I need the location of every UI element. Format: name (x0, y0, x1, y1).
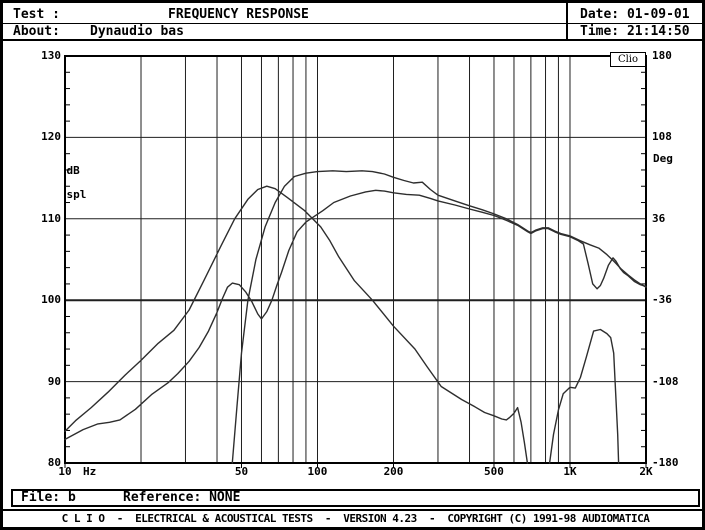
x-axis-unit-label: Hz (83, 465, 97, 478)
frequency-response-chart (64, 55, 647, 468)
x-tick-label: 500 (484, 465, 504, 478)
y-right-tick-label: -36 (652, 293, 672, 307)
header-divider-2 (3, 39, 702, 41)
y-left-tick-label: 120 (41, 130, 61, 144)
header-divider-1 (3, 23, 702, 24)
file-value: File: b (21, 490, 76, 505)
left-axis-unit-label: dB spl (66, 164, 87, 201)
curve1-port-nearfield (64, 185, 529, 464)
right-axis-unit-label: Deg (653, 152, 673, 165)
curve2-farfield (231, 170, 647, 464)
reference-value: Reference: NONE (123, 490, 241, 505)
y-right-tick-label: 108 (652, 130, 672, 144)
clio-watermark: Clio (610, 52, 646, 67)
credit-bar: C L I O - ELECTRICAL & ACOUSTICAL TESTS … (61, 512, 650, 525)
y-left-tick-label: 100 (41, 293, 61, 307)
x-tick-label: 1K (563, 465, 577, 478)
y-left-tick-label: 130 (41, 49, 61, 62)
x-tick-label: 200 (383, 465, 404, 478)
header-datetime-divider (566, 3, 568, 39)
curve3-cone-nearfield (64, 189, 647, 441)
about-value: Dynaudio bas (90, 24, 184, 39)
y-right-tick-label: 180 (652, 49, 672, 62)
x-tick-label: 10 (58, 465, 72, 478)
date-value: Date: 01-09-01 (580, 7, 690, 22)
test-field-label: Test : (13, 7, 60, 22)
y-left-tick-label: 80 (47, 456, 61, 469)
y-right-tick-label: 36 (652, 211, 666, 225)
file-info-box: File: b Reference: NONE (11, 489, 700, 507)
y-right-tick-label: -180 (652, 456, 679, 469)
x-tick-label: 100 (307, 465, 328, 478)
footer-divider (3, 509, 702, 511)
y-left-tick-label: 90 (47, 374, 61, 388)
y-left-tick-label: 110 (41, 211, 61, 225)
y-right-tick-label: -108 (652, 374, 679, 388)
about-field-label: About: (13, 24, 60, 39)
page-title: FREQUENCY RESPONSE (168, 7, 309, 22)
curve1-port-nearfield (548, 328, 620, 464)
time-value: Time: 21:14:50 (580, 24, 690, 39)
x-tick-label: 50 (234, 465, 249, 478)
x-tick-label: 2K (639, 465, 653, 478)
